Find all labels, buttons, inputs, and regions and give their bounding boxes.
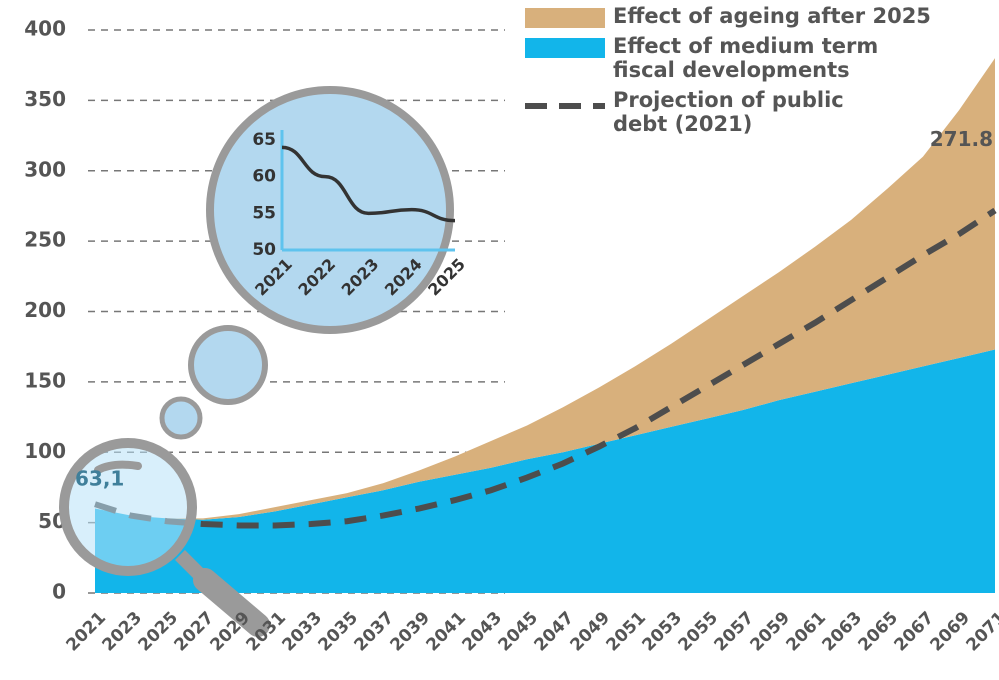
legend-entry: Effect of ageing after 2025 xyxy=(525,4,993,28)
area xyxy=(95,58,995,520)
legend-entry: Effect of medium term fiscal development… xyxy=(525,34,993,82)
x-tick-label: 2061 xyxy=(782,608,830,656)
inset-y-tick-label: 50 xyxy=(252,240,276,260)
x-tick-label: 2025 xyxy=(134,608,182,656)
x-tick-label: 2039 xyxy=(386,608,434,656)
x-tick-label: 2071 xyxy=(962,608,999,656)
x-tick-label: 2023 xyxy=(98,608,146,656)
x-tick-label: 2055 xyxy=(674,608,722,656)
x-tick-label: 2059 xyxy=(746,608,794,656)
legend-label: Projection of public debt (2021) xyxy=(613,88,844,136)
y-tick-label: 350 xyxy=(24,87,66,111)
x-tick-label: 2051 xyxy=(602,608,650,656)
legend-label: Effect of medium term fiscal development… xyxy=(613,34,879,82)
y-tick-label: 250 xyxy=(24,228,66,252)
y-tick-label: 300 xyxy=(24,157,66,181)
x-tick-label: 2021 xyxy=(62,608,110,656)
line xyxy=(94,207,997,529)
x-tick-label: 2047 xyxy=(530,608,578,656)
inset-lens xyxy=(206,86,454,334)
inset-y-tick-label: 55 xyxy=(252,203,276,223)
legend-key xyxy=(525,103,605,109)
magnifier-handle xyxy=(193,568,270,637)
inset-y-tick-label: 65 xyxy=(252,130,276,150)
y-tick-label: 100 xyxy=(24,439,66,463)
area xyxy=(95,349,995,593)
x-tick-label: 2067 xyxy=(890,608,938,656)
bubble xyxy=(188,325,268,405)
y-tick-label: 200 xyxy=(24,298,66,322)
legend-entry: Projection of public debt (2021) xyxy=(525,88,993,136)
x-tick-label: 2057 xyxy=(710,608,758,656)
y-tick-label: 150 xyxy=(24,368,66,392)
x-tick-label: 2045 xyxy=(494,608,542,656)
bubble xyxy=(159,396,203,440)
x-tick-label: 2053 xyxy=(638,608,686,656)
legend: Effect of ageing after 2025 Effect of med… xyxy=(525,4,993,142)
legend-key xyxy=(525,38,605,58)
x-tick-label: 2065 xyxy=(854,608,902,656)
x-tick-label: 2041 xyxy=(422,608,470,656)
value-label: 63,1 xyxy=(75,467,124,491)
x-tick-label: 2063 xyxy=(818,608,866,656)
y-tick-label: 400 xyxy=(24,17,66,41)
magnifier-lens xyxy=(59,438,197,576)
legend-key xyxy=(525,8,605,28)
x-tick-label: 2069 xyxy=(926,608,974,656)
magnifier-glint xyxy=(94,460,142,474)
x-tick-label: 2043 xyxy=(458,608,506,656)
x-tick-label: 2033 xyxy=(278,608,326,656)
x-tick-label: 2035 xyxy=(314,608,362,656)
x-tick-label: 2027 xyxy=(170,608,218,656)
y-tick-label: 0 xyxy=(52,580,66,604)
legend-label: Effect of ageing after 2025 xyxy=(613,4,931,28)
value-label: 271.8 xyxy=(930,127,993,151)
x-tick-label: 2037 xyxy=(350,608,398,656)
inset-line xyxy=(281,145,456,223)
x-tick-label: 2049 xyxy=(566,608,614,656)
inset-y-tick-label: 60 xyxy=(252,167,276,187)
